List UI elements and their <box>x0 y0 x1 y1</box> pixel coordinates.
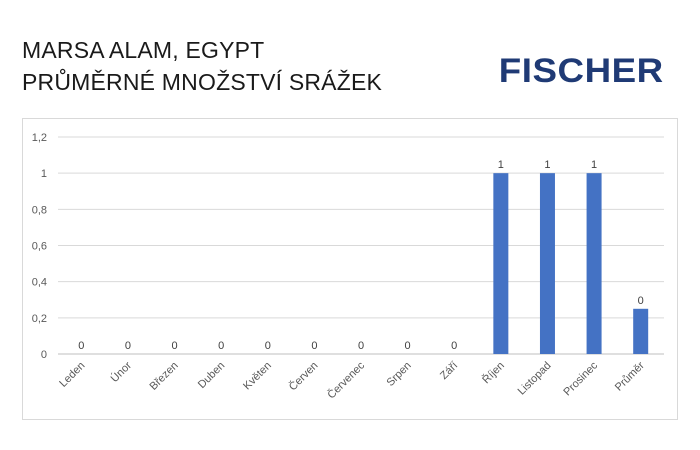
data-label: 0 <box>265 340 271 352</box>
x-tick-label: Červenec <box>325 359 368 402</box>
x-tick-label: Duben <box>196 360 227 391</box>
chart-area <box>22 118 678 420</box>
title-line-2: PRŮMĚRNÉ MNOŽSTVÍ SRÁŽEK <box>22 69 383 95</box>
x-tick-label: Říjen <box>480 359 507 386</box>
data-label: 0 <box>311 340 317 352</box>
x-tick-label: Březen <box>148 360 181 393</box>
x-tick-label: Září <box>438 360 460 382</box>
data-label: 0 <box>171 340 177 352</box>
x-tick-label: Průměr <box>613 359 647 393</box>
fischer-logo: FISCHER <box>499 52 664 90</box>
y-tick-label: 0,2 <box>32 313 47 325</box>
data-label: 1 <box>544 159 550 171</box>
bar <box>633 308 649 354</box>
data-label: 0 <box>405 340 411 352</box>
data-label: 0 <box>218 340 224 352</box>
y-tick-label: 0,4 <box>32 277 47 289</box>
y-tick-label: 0,8 <box>32 204 47 216</box>
bar <box>586 173 602 354</box>
data-label: 0 <box>78 340 84 352</box>
bar <box>539 173 555 354</box>
data-label: 0 <box>451 340 457 352</box>
x-tick-label: Květen <box>241 360 274 393</box>
chart-title: MARSA ALAM, EGYPT PRŮMĚRNÉ MNOŽSTVÍ SRÁŽ… <box>22 34 382 98</box>
data-label: 1 <box>591 159 597 171</box>
y-tick-label: 0,6 <box>32 241 47 253</box>
data-label: 1 <box>498 159 504 171</box>
x-tick-label: Listopad <box>516 360 554 398</box>
x-tick-label: Únor <box>108 359 134 385</box>
data-label: 0 <box>638 295 644 307</box>
y-tick-label: 0 <box>41 349 47 361</box>
bar <box>493 173 509 354</box>
title-line-1: MARSA ALAM, EGYPT <box>22 37 265 63</box>
x-tick-label: Leden <box>57 360 87 390</box>
data-label: 0 <box>125 340 131 352</box>
x-tick-label: Červen <box>286 359 320 393</box>
x-tick-label: Prosinec <box>561 359 600 398</box>
y-tick-label: 1 <box>41 168 47 180</box>
data-label: 0 <box>358 340 364 352</box>
y-tick-label: 1,2 <box>32 132 47 144</box>
x-tick-label: Srpen <box>384 360 413 389</box>
